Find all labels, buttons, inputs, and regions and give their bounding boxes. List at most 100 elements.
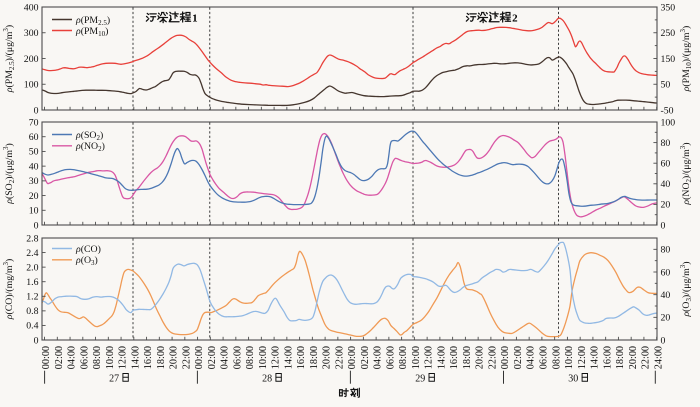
svg-text:14:00: 14:00 — [590, 346, 601, 369]
svg-text:08:00: 08:00 — [551, 346, 562, 369]
svg-text:02:00: 02:00 — [207, 346, 218, 369]
svg-text:08:00: 08:00 — [92, 346, 103, 369]
svg-text:70: 70 — [29, 117, 39, 128]
svg-text:ρ(PM2.5)/(μg/m3): ρ(PM2.5)/(μg/m3) — [2, 25, 16, 93]
svg-text:400: 400 — [24, 2, 39, 13]
svg-text:ρ(NO2)/(μg/m3): ρ(NO2)/(μg/m3) — [679, 142, 693, 205]
svg-text:02:00: 02:00 — [513, 346, 524, 369]
svg-text:10: 10 — [29, 206, 39, 217]
svg-text:2.8: 2.8 — [26, 233, 38, 244]
svg-text:ρ(O3)/(μg/m3): ρ(O3)/(μg/m3) — [679, 261, 693, 317]
svg-text:24:00: 24:00 — [653, 346, 664, 369]
svg-text:16:00: 16:00 — [449, 346, 460, 369]
svg-text:14:00: 14:00 — [130, 346, 141, 369]
svg-text:150: 150 — [661, 54, 676, 65]
svg-text:08:00: 08:00 — [245, 346, 256, 369]
svg-text:1.6: 1.6 — [26, 277, 38, 288]
svg-text:00:00: 00:00 — [194, 346, 205, 369]
svg-text:22:00: 22:00 — [335, 346, 346, 369]
svg-text:0: 0 — [661, 335, 666, 346]
svg-text:08:00: 08:00 — [398, 346, 409, 369]
svg-text:300: 300 — [24, 28, 39, 39]
svg-text:0.4: 0.4 — [26, 321, 38, 332]
svg-text:0: 0 — [661, 220, 666, 231]
svg-text:40: 40 — [661, 179, 671, 190]
svg-text:100: 100 — [661, 117, 676, 128]
svg-text:20: 20 — [29, 191, 39, 202]
svg-text:04:00: 04:00 — [526, 346, 537, 369]
svg-text:0: 0 — [34, 335, 39, 346]
svg-text:ρ(PM10)/(μg/m3): ρ(PM10)/(μg/m3) — [679, 26, 693, 93]
svg-text:40: 40 — [29, 161, 39, 172]
svg-text:60: 60 — [661, 267, 671, 278]
svg-text:00:00: 00:00 — [41, 346, 52, 369]
svg-text:350: 350 — [661, 2, 676, 13]
svg-text:200: 200 — [24, 54, 39, 65]
svg-text:20:00: 20:00 — [628, 346, 639, 369]
svg-text:12:00: 12:00 — [577, 346, 588, 369]
svg-text:12:00: 12:00 — [424, 346, 435, 369]
svg-text:12:00: 12:00 — [271, 346, 282, 369]
svg-text:18:00: 18:00 — [462, 346, 473, 369]
svg-text:06:00: 06:00 — [79, 346, 90, 369]
svg-text:20:00: 20:00 — [322, 346, 333, 369]
svg-text:00:00: 00:00 — [347, 346, 358, 369]
svg-text:ρ(CO)/(mg/m3): ρ(CO)/(mg/m3) — [2, 259, 15, 320]
svg-text:04:00: 04:00 — [220, 346, 231, 369]
svg-text:20:00: 20:00 — [169, 346, 180, 369]
svg-text:40: 40 — [661, 290, 671, 301]
svg-text:29: 29 — [415, 374, 425, 385]
svg-text:02:00: 02:00 — [54, 346, 65, 369]
svg-text:ρ(CO): ρ(CO) — [75, 244, 101, 255]
svg-text:0: 0 — [34, 220, 39, 231]
svg-text:-50: -50 — [661, 105, 674, 116]
svg-text:30: 30 — [29, 176, 39, 187]
svg-text:04:00: 04:00 — [67, 346, 78, 369]
svg-text:50: 50 — [29, 147, 39, 158]
svg-text:28: 28 — [262, 374, 272, 385]
svg-text:16:00: 16:00 — [296, 346, 307, 369]
svg-text:60: 60 — [661, 159, 671, 170]
svg-text:00:00: 00:00 — [500, 346, 511, 369]
svg-text:1.2: 1.2 — [26, 292, 38, 303]
svg-text:04:00: 04:00 — [373, 346, 384, 369]
svg-text:1: 1 — [192, 12, 198, 24]
svg-text:18:00: 18:00 — [156, 346, 167, 369]
svg-text:0.8: 0.8 — [26, 306, 38, 317]
svg-text:20: 20 — [661, 200, 671, 211]
svg-text:14:00: 14:00 — [437, 346, 448, 369]
svg-text:10:00: 10:00 — [411, 346, 422, 369]
svg-text:06:00: 06:00 — [232, 346, 243, 369]
svg-text:10:00: 10:00 — [105, 346, 116, 369]
svg-text:100: 100 — [24, 80, 39, 91]
svg-text:10:00: 10:00 — [258, 346, 269, 369]
svg-text:16:00: 16:00 — [602, 346, 613, 369]
svg-text:2.0: 2.0 — [26, 262, 38, 273]
svg-text:18:00: 18:00 — [309, 346, 320, 369]
svg-text:14:00: 14:00 — [283, 346, 294, 369]
svg-text:27: 27 — [109, 374, 119, 385]
svg-text:80: 80 — [661, 245, 671, 256]
svg-text:60: 60 — [29, 132, 39, 143]
svg-text:80: 80 — [661, 138, 671, 149]
svg-text:ρ(SO2)/(μg/m3): ρ(SO2)/(μg/m3) — [2, 143, 16, 205]
svg-text:10:00: 10:00 — [564, 346, 575, 369]
svg-text:06:00: 06:00 — [386, 346, 397, 369]
svg-text:18:00: 18:00 — [615, 346, 626, 369]
svg-text:16:00: 16:00 — [143, 346, 154, 369]
svg-text:ρ(O3): ρ(O3) — [75, 255, 98, 267]
svg-text:22:00: 22:00 — [488, 346, 499, 369]
svg-text:2: 2 — [512, 12, 518, 24]
svg-text:06:00: 06:00 — [539, 346, 550, 369]
svg-text:0: 0 — [34, 105, 39, 116]
svg-text:50: 50 — [661, 80, 671, 91]
svg-text:20:00: 20:00 — [475, 346, 486, 369]
svg-text:20: 20 — [661, 313, 671, 324]
svg-text:22:00: 22:00 — [641, 346, 652, 369]
svg-text:22:00: 22:00 — [181, 346, 192, 369]
svg-text:02:00: 02:00 — [360, 346, 371, 369]
svg-text:12:00: 12:00 — [118, 346, 129, 369]
svg-text:ρ(SO2): ρ(SO2) — [75, 130, 103, 142]
svg-text:2.4: 2.4 — [26, 248, 38, 259]
svg-text:250: 250 — [661, 28, 676, 39]
